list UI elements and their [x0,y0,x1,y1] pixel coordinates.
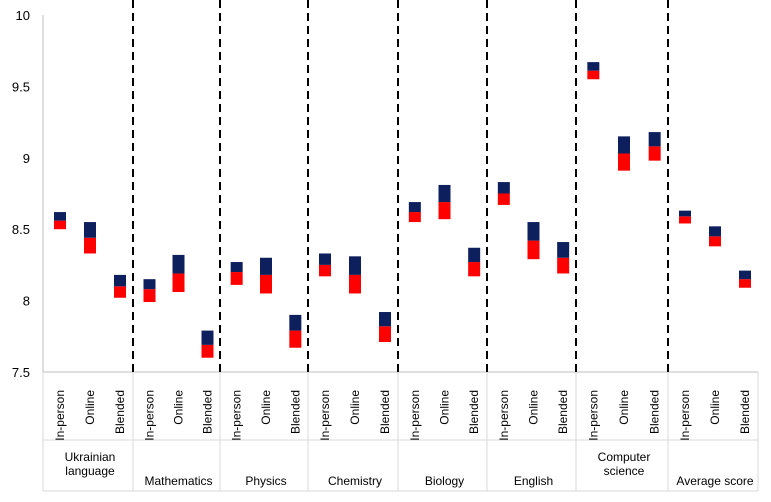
group-label: Ukrainian [65,450,116,464]
bar-upper-segment [230,262,243,273]
bar-lower-segment [84,237,96,254]
bar-lower-segment [679,216,691,224]
x-tick-label: In-person [408,390,422,441]
bar-upper-segment [739,270,751,280]
group-label: science [604,464,645,478]
bar-lower-segment [201,344,214,358]
bar-lower-segment [289,330,302,348]
bar-upper-segment [709,226,721,237]
y-tick-label: 7.5 [12,365,30,380]
bar-upper-segment [587,62,600,71]
bar-upper-segment [54,212,66,221]
bar-lower-segment [379,326,391,343]
x-tick-label: Online [708,390,722,425]
bar-upper-segment [379,312,391,327]
x-tick-label: Blended [201,390,215,434]
x-tick-label: Online [348,390,362,425]
bar-upper-segment [497,182,510,194]
x-tick-label: Blended [113,390,127,434]
group-label: Physics [245,474,286,488]
group-label: Mathematics [144,474,212,488]
bar-lower-segment [319,264,331,277]
y-tick-label: 9.5 [12,79,30,94]
bar-lower-segment [438,202,451,220]
x-tick-label: In-person [586,390,600,441]
bar-upper-segment [468,247,481,263]
bar-lower-segment [618,153,630,171]
group-label: Average score [676,474,753,488]
bar-upper-segment [618,136,630,154]
bar-lower-segment [497,193,510,205]
x-tick-label: Online [617,390,631,425]
bar-lower-segment [54,220,66,230]
y-tick-label: 9 [23,151,30,166]
group-label: Computer [598,450,651,464]
bar-upper-segment [84,222,96,238]
bar-upper-segment [438,184,451,203]
bar-lower-segment [648,146,661,161]
x-tick-label: Blended [467,390,481,434]
bar-lower-segment [587,70,600,80]
x-tick-label: Online [259,390,273,425]
bar-lower-segment [527,240,540,260]
x-tick-label: Blended [556,390,570,434]
bar-lower-segment [172,273,185,293]
x-tick-label: In-person [318,390,332,441]
x-tick-label: Online [438,390,452,425]
bar-upper-segment [319,253,331,265]
group-label: Biology [425,474,464,488]
bar-lower-segment [557,257,570,274]
x-tick-label: Online [527,390,541,425]
x-tick-label: In-person [678,390,692,441]
bar-upper-segment [289,314,302,331]
bar-upper-segment [349,256,361,275]
x-tick-label: Blended [288,390,302,434]
bar-upper-segment [648,132,661,147]
bar-upper-segment [172,254,185,274]
bar-lower-segment [143,289,156,303]
x-tick-label: Online [83,390,97,425]
x-tick-label: Online [172,390,186,425]
bar-upper-segment [527,222,540,241]
bar-upper-segment [557,242,570,258]
bar-lower-segment [230,272,243,285]
bar-upper-segment [408,202,421,213]
y-tick-label: 8.5 [12,222,30,237]
x-tick-label: Blended [738,390,752,434]
bar-upper-segment [260,257,272,275]
x-tick-label: In-person [53,390,67,441]
y-tick-label: 10 [16,8,30,23]
group-label: language [65,464,115,478]
bar-upper-segment [679,210,691,217]
y-tick-label: 8 [23,294,30,309]
group-label: Chemistry [328,474,382,488]
bar-upper-segment [143,279,156,290]
bar-lower-segment [260,274,272,294]
bar-lower-segment [408,212,421,223]
x-tick-label: Blended [378,390,392,434]
bar-lower-segment [114,286,126,298]
x-tick-label: In-person [497,390,511,441]
bar-lower-segment [739,279,751,288]
bar-upper-segment [114,274,126,287]
x-tick-label: In-person [230,390,244,441]
bar-upper-segment [201,330,214,345]
bar-lower-segment [468,262,481,277]
bar-lower-segment [709,236,721,247]
group-label: English [514,474,553,488]
bar-lower-segment [349,274,361,294]
x-tick-label: In-person [143,390,157,441]
x-tick-label: Blended [648,390,662,434]
